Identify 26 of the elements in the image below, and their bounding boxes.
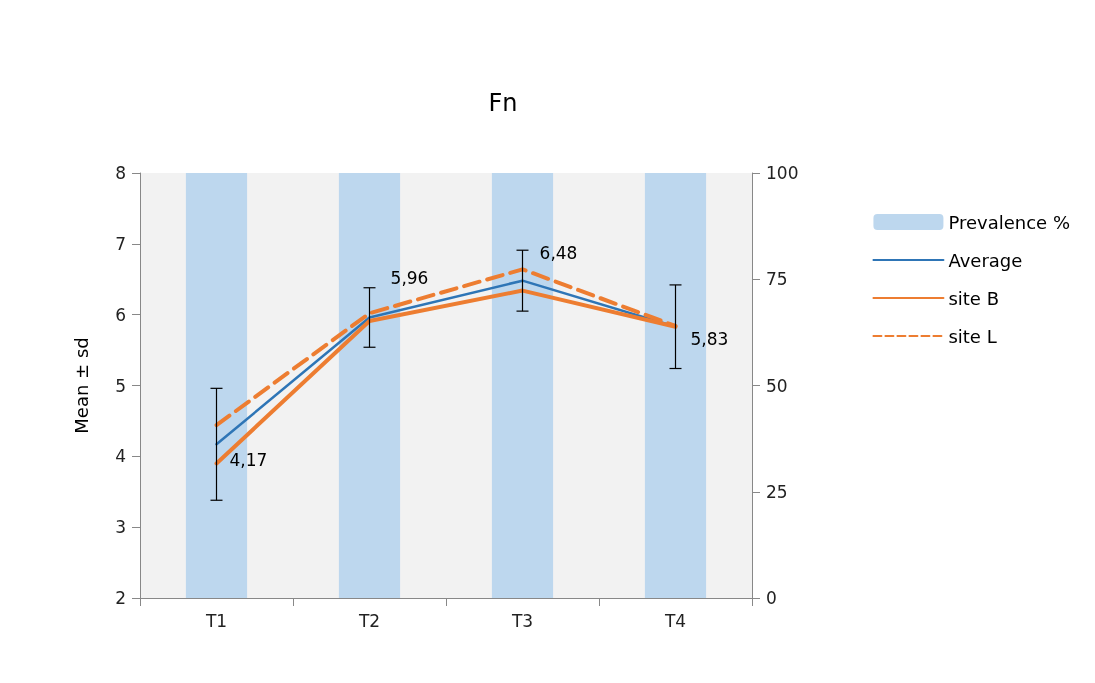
x-tick-label: T2	[357, 610, 381, 631]
legend-label: site B	[948, 287, 1000, 309]
legend-label: site L	[948, 325, 997, 347]
data-label: 5,96	[390, 268, 429, 288]
y-tick-label: 3	[115, 517, 126, 538]
y-tick-label: 5	[115, 375, 126, 396]
x-tick-label: T3	[510, 610, 534, 631]
x-tick-label: T4	[663, 610, 687, 631]
y2-tick-label: 25	[766, 481, 788, 502]
legend-label: Average	[948, 249, 1023, 271]
y-tick-label: 7	[115, 233, 126, 254]
y2-tick-label: 0	[766, 588, 777, 608]
data-label: 4,17	[229, 450, 268, 471]
y-axis-title: Mean ± sd	[70, 337, 92, 434]
y-tick-label: 8	[115, 163, 126, 183]
y-tick-label: 6	[115, 304, 126, 325]
x-tick-label: T1	[204, 610, 228, 631]
data-label: 6,48	[539, 243, 578, 264]
legend-label: Prevalence %	[948, 211, 1071, 233]
y2-tick-label: 100	[766, 163, 799, 183]
data-label: 5,83	[690, 328, 729, 349]
y-tick-label: 2	[115, 588, 126, 608]
chart-title: Fn	[488, 89, 518, 117]
y2-tick-label: 50	[766, 375, 788, 396]
y-tick-label: 4	[115, 446, 126, 467]
y2-tick-label: 75	[766, 269, 788, 290]
